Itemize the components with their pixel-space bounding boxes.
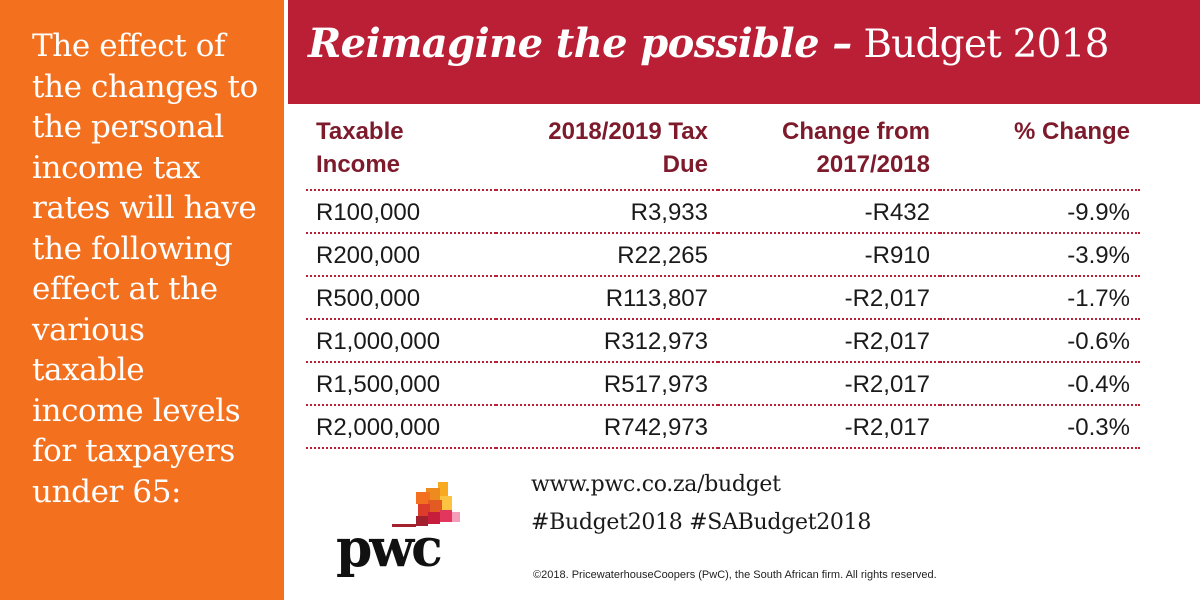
taxable-income-cell: R2,000,000 xyxy=(306,405,496,449)
intro-line: effect at the xyxy=(32,271,218,307)
tax-due-cell: R22,265 xyxy=(496,233,718,277)
intro-panel: The effect of the changes to the persona… xyxy=(0,0,284,600)
header-line: Income xyxy=(316,151,401,178)
copyright-notice: ©2018. PricewaterhouseCoopers (PwC), the… xyxy=(533,569,937,581)
change-cell: -R910 xyxy=(718,233,940,277)
intro-line: for taxpayers xyxy=(32,433,235,469)
table-row: R200,000 R22,265 -R910 -3.9% xyxy=(306,233,1140,277)
taxable-income-cell: R200,000 xyxy=(306,233,496,277)
title-rest: Budget 2018 xyxy=(851,22,1109,67)
change-cell: -R432 xyxy=(718,190,940,234)
page-title: Reimagine the possible – Budget 2018 xyxy=(288,0,1200,104)
intro-line: The effect of xyxy=(32,28,226,64)
tax-due-cell: R312,973 xyxy=(496,319,718,363)
percent-change-cell: -9.9% xyxy=(940,190,1140,234)
pwc-logo: pwc xyxy=(334,482,464,582)
footer-links: www.pwc.co.za/budget #Budget2018 #SABudg… xyxy=(531,466,871,542)
tax-due-cell: R113,807 xyxy=(496,276,718,320)
tax-due-cell: R742,973 xyxy=(496,405,718,449)
taxable-income-cell: R1,000,000 xyxy=(306,319,496,363)
header-line: Due xyxy=(662,151,708,178)
intro-line: the following xyxy=(32,230,233,267)
tax-due-cell: R517,973 xyxy=(496,362,718,406)
pwc-logo-mark-icon xyxy=(392,482,460,527)
column-header-taxable-income: Taxable Income xyxy=(306,112,496,191)
taxable-income-cell: R500,000 xyxy=(306,276,496,320)
table-row: R500,000 R113,807 -R2,017 -1.7% xyxy=(306,276,1140,320)
table-row: R2,000,000 R742,973 -R2,017 -0.3% xyxy=(306,405,1140,449)
table-row: R1,500,000 R517,973 -R2,017 -0.4% xyxy=(306,362,1140,406)
table-row: R1,000,000 R312,973 -R2,017 -0.6% xyxy=(306,319,1140,363)
change-cell: -R2,017 xyxy=(718,276,940,320)
intro-line: income levels xyxy=(32,392,241,429)
change-cell: -R2,017 xyxy=(718,362,940,406)
column-header-change: Change from 2017/2018 xyxy=(718,112,940,191)
table-header-row: Taxable Income 2018/2019 Tax Due Change … xyxy=(306,112,1140,191)
header-line: Change from xyxy=(781,118,930,145)
percent-change-cell: -0.3% xyxy=(940,405,1140,449)
header-line: % Change xyxy=(1013,118,1130,145)
intro-line: income tax xyxy=(32,149,200,186)
tax-table: Taxable Income 2018/2019 Tax Due Change … xyxy=(306,112,1140,449)
intro-line: the changes to xyxy=(32,68,258,105)
intro-line: under 65: xyxy=(32,473,182,510)
header-line: 2017/2018 xyxy=(816,151,930,178)
percent-change-cell: -1.7% xyxy=(940,276,1140,320)
percent-change-cell: -3.9% xyxy=(940,233,1140,277)
percent-change-cell: -0.4% xyxy=(940,362,1140,406)
change-cell: -R2,017 xyxy=(718,319,940,363)
header-line: Taxable xyxy=(316,118,404,145)
intro-text: The effect of the changes to the persona… xyxy=(32,26,264,512)
tax-due-cell: R3,933 xyxy=(496,190,718,234)
column-header-tax-due: 2018/2019 Tax Due xyxy=(496,112,718,191)
budget-url-link[interactable]: www.pwc.co.za/budget xyxy=(531,472,781,497)
intro-line: rates will have xyxy=(32,190,257,226)
percent-change-cell: -0.6% xyxy=(940,319,1140,363)
title-emphasis: Reimagine the possible – xyxy=(308,20,852,67)
header-line: 2018/2019 Tax xyxy=(548,118,708,145)
intro-line: various taxable xyxy=(32,311,145,389)
column-header-percent-change: % Change xyxy=(940,112,1140,191)
intro-line: the personal xyxy=(32,109,224,145)
taxable-income-cell: R1,500,000 xyxy=(306,362,496,406)
taxable-income-cell: R100,000 xyxy=(306,190,496,234)
table-row: R100,000 R3,933 -R432 -9.9% xyxy=(306,190,1140,234)
change-cell: -R2,017 xyxy=(718,405,940,449)
hashtags: #Budget2018 #SABudget2018 xyxy=(531,510,872,535)
pwc-wordmark: pwc xyxy=(336,518,443,579)
